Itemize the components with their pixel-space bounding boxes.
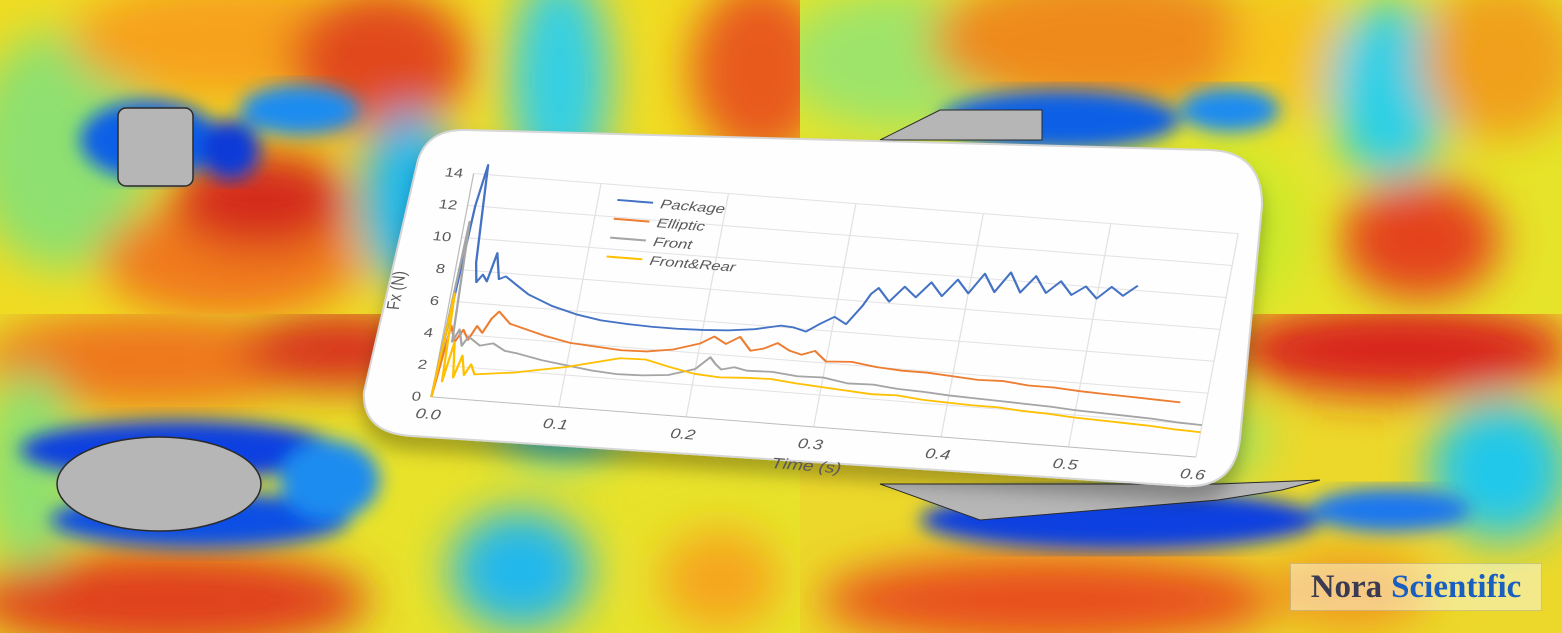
x-axis-title: Time (s) [770,454,843,477]
legend-swatch-front-rear [606,255,643,261]
legend-swatch-elliptic [613,217,650,223]
y-tick-label: 12 [437,197,458,213]
y-tick-label: 14 [443,165,464,181]
x-tick-labels: 0.0 0.1 0.2 0.3 0.4 0.5 0.6 [414,406,1206,484]
legend-swatch-package [617,198,654,204]
y-tick-label: 2 [416,357,428,372]
x-tick-label: 0.5 [1051,456,1079,473]
brand-logo: Nora Scientific [1290,563,1542,611]
legend-swatch-front [610,236,647,242]
series-line-elliptic [430,310,1181,404]
x-tick-label: 0.2 [669,426,697,443]
legend-label-front: Front [652,235,694,253]
y-tick-label: 10 [431,229,452,245]
x-tick-label: 0.6 [1179,466,1207,483]
series-line-package [430,164,1139,397]
y-tick-label: 4 [422,325,434,340]
grid-line-v [685,193,730,417]
y-tick-label: 0 [410,389,422,404]
y-tick-label: 8 [435,261,447,276]
x-axis-line [431,396,1197,458]
legend-label-front-rear: Front&Rear [648,254,737,275]
brand-word-1: Nora [1310,568,1383,605]
y-tick-label: 6 [428,293,440,308]
y-tick-labels: 0 2 4 6 8 10 12 14 [410,165,464,404]
legend-label-elliptic: Elliptic [656,216,707,234]
grid-line-v [940,213,984,437]
grid-line-v [1195,233,1239,458]
chart-card [362,128,1264,488]
series-line-front-rear [430,292,1201,434]
x-tick-label: 0.0 [414,406,442,423]
legend-label-package: Package [659,197,726,217]
brand-word-2: Scientific [1391,568,1522,605]
series-line-front [430,220,1203,426]
chart-series [430,164,1203,434]
grid-line-v [813,203,857,427]
x-tick-label: 0.1 [542,416,570,433]
x-tick-label: 0.4 [924,446,952,463]
x-tick-label: 0.3 [796,436,824,453]
grid-line-v [558,183,602,407]
